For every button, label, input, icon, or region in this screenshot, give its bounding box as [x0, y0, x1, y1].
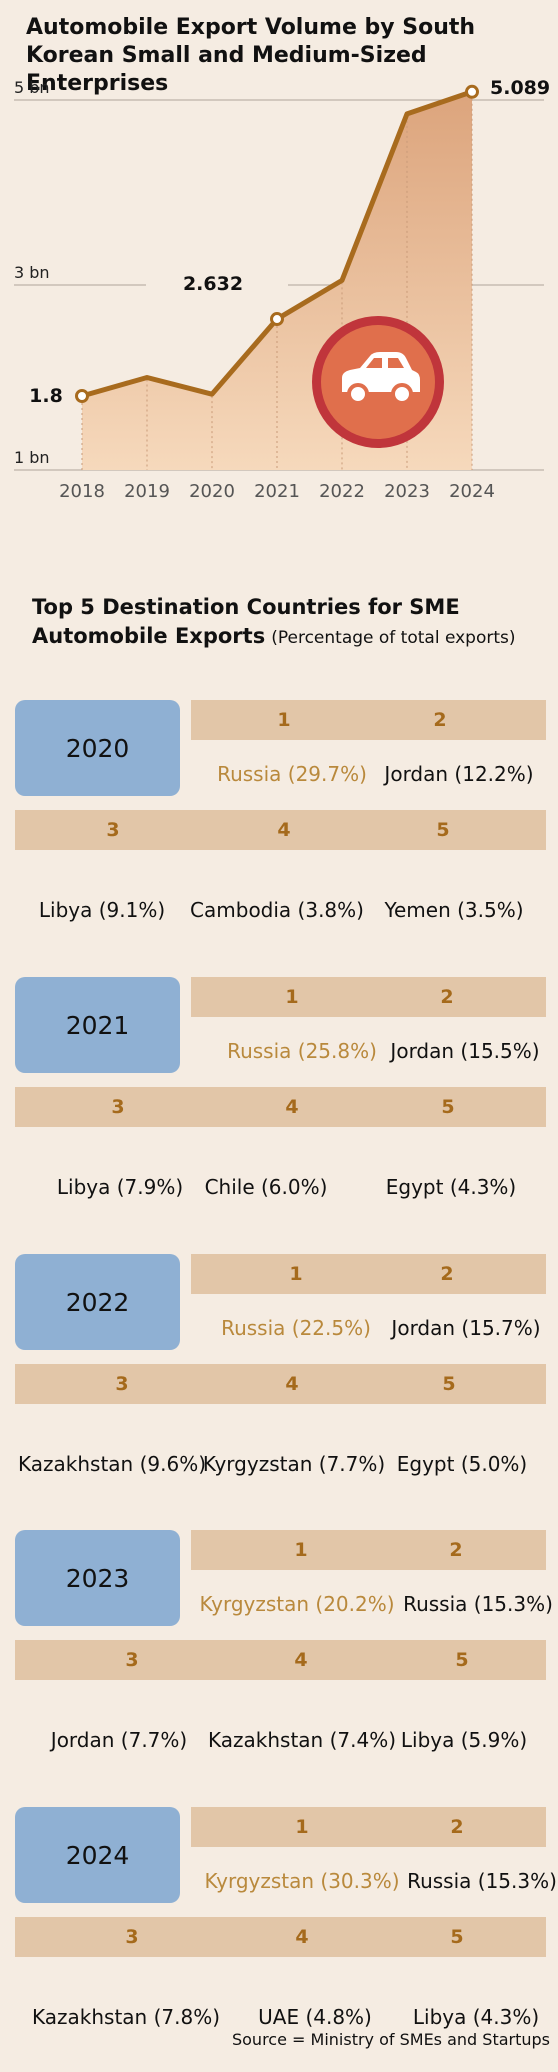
rank-number: 2: [433, 709, 447, 731]
data-point: [465, 84, 479, 99]
ranking-subtitle: (Percentage of total exports): [271, 628, 516, 648]
source-note: Source = Ministry of SMEs and Startups: [231, 2030, 550, 2049]
destination-country: Kyrgyzstan (30.3%): [204, 1869, 400, 1893]
destination-country: Libya (9.1%): [38, 898, 166, 922]
rank-number: 1: [294, 1539, 308, 1561]
rank-band-top: [191, 1530, 546, 1570]
destination-country: Jordan (7.7%): [50, 1728, 188, 1752]
rank-number: 5: [455, 1649, 469, 1671]
x-tick-label: 2018: [59, 481, 105, 502]
rank-number: 4: [285, 1096, 299, 1118]
destination-country: Jordan (15.7%): [391, 1316, 541, 1340]
destination-country: Egypt (4.3%): [385, 1175, 517, 1199]
rank-number: 2: [440, 1263, 454, 1285]
chart-title: Automobile Export Volume by South Korean…: [26, 15, 476, 96]
year-label: 2021: [15, 977, 180, 1073]
destination-country: Russia (22.5%): [221, 1316, 371, 1340]
destination-country: Kazakhstan (7.4%): [208, 1728, 396, 1752]
destination-country: Libya (4.3%): [412, 2005, 540, 2029]
rank-number: 3: [125, 1649, 139, 1671]
rank-number: 2: [440, 986, 454, 1008]
data-label: 5.089: [490, 77, 550, 99]
data-point: [270, 312, 284, 327]
rank-band-top: [191, 977, 546, 1017]
year-label: 2023: [15, 1530, 180, 1626]
rank-band-bottom: [15, 1917, 546, 1957]
rank-band-bottom: [15, 1364, 546, 1404]
y-tick-label: 3 bn: [14, 263, 50, 282]
car-window-front: [366, 358, 382, 368]
rank-number: 4: [285, 1373, 299, 1395]
car-wheel-rear: [391, 383, 413, 405]
year-ranking-block: 2021 1 Russia (25.8%) 2 Jordan (15.5%) 3 Libya…: [0, 977, 558, 1242]
destination-country: Russia (29.7%): [217, 762, 367, 786]
x-tick-label: 2022: [319, 481, 365, 502]
data-label: 1.8: [29, 385, 63, 407]
rank-number: 4: [294, 1649, 308, 1671]
rank-band-bottom: [15, 1087, 546, 1127]
rank-number: 5: [436, 819, 450, 841]
rank-number: 3: [125, 1926, 139, 1948]
y-tick-label: 1 bn: [14, 448, 50, 467]
destination-country: Russia (25.8%): [227, 1039, 377, 1063]
destination-country: Jordan (15.5%): [390, 1039, 540, 1063]
rank-number: 2: [450, 1816, 464, 1838]
car-icon: [312, 316, 444, 448]
destination-country: Libya (5.9%): [400, 1728, 528, 1752]
destination-country: Cambodia (3.8%): [190, 898, 364, 922]
rank-number: 5: [442, 1373, 456, 1395]
year-label: 2024: [15, 1807, 180, 1903]
export-volume-chart: 1 bn 3 bn 5 bn 2018 2019 2020 2021 2022 2023 202…: [14, 77, 550, 502]
destination-country: Russia (15.3%): [407, 1869, 557, 1893]
rank-band-bottom: [15, 1640, 546, 1680]
x-tick-label: 2019: [124, 481, 170, 502]
destination-country: Kyrgyzstan (20.2%): [199, 1592, 395, 1616]
destination-country: Kyrgyzstan (7.7%): [202, 1452, 386, 1476]
year-ranking-block: 2024 1 Kyrgyzstan (30.3%) 2 Russia (15.3%) 3 K…: [0, 1807, 558, 2072]
rank-number: 3: [111, 1096, 125, 1118]
year-ranking-block: 2022 1 Russia (22.5%) 2 Jordan (15.7%) 3 Kazak…: [0, 1254, 558, 1519]
x-tick-label: 2020: [189, 481, 235, 502]
rank-number: 4: [277, 819, 291, 841]
destination-country: Yemen (3.5%): [384, 898, 524, 922]
rank-band-bottom: [15, 810, 546, 850]
destination-country: Jordan (12.2%): [384, 762, 534, 786]
year-label: 2022: [15, 1254, 180, 1350]
year-ranking-block: 2023 1 Kyrgyzstan (20.2%) 2 Russia (15.3%) 3 J…: [0, 1530, 558, 1795]
rank-number: 2: [449, 1539, 463, 1561]
car-wheel-front: [347, 383, 369, 405]
rank-number: 3: [106, 819, 120, 841]
rank-number: 5: [441, 1096, 455, 1118]
rank-band-top: [191, 1807, 546, 1847]
data-point: [75, 389, 89, 403]
rank-number: 1: [277, 709, 291, 731]
year-ranking-block: 2020 1 Russia (29.7%) 2 Jordan (12.2%) 3 Libya…: [0, 700, 558, 965]
rank-number: 1: [285, 986, 299, 1008]
destination-country: Kazakhstan (9.6%): [18, 1452, 206, 1476]
rank-number: 1: [289, 1263, 303, 1285]
x-tick-label: 2021: [254, 481, 300, 502]
destination-country: UAE (4.8%): [258, 2005, 372, 2029]
rank-band-top: [191, 700, 546, 740]
destination-country: Egypt (5.0%): [396, 1452, 528, 1476]
destination-country: Chile (6.0%): [204, 1175, 328, 1199]
ranking-title: Top 5 Destination Countries for SME Auto…: [32, 593, 552, 653]
x-tick-label: 2024: [449, 481, 495, 502]
y-tick-label: 5 bn: [14, 78, 50, 97]
year-label: 2020: [15, 700, 180, 796]
car-body: [342, 352, 420, 392]
rank-number: 1: [295, 1816, 309, 1838]
rank-band-top: [191, 1254, 546, 1294]
rank-number: 4: [295, 1926, 309, 1948]
x-tick-label: 2023: [384, 481, 430, 502]
rank-number: 3: [115, 1373, 129, 1395]
ranking-title-text: Top 5 Destination Countries for SME Auto…: [32, 595, 460, 648]
destination-country: Russia (15.3%): [403, 1592, 553, 1616]
data-label: 2.632: [183, 273, 243, 295]
car-window-rear: [388, 358, 404, 368]
destination-country: Kazakhstan (7.8%): [32, 2005, 220, 2029]
destination-country: Libya (7.9%): [56, 1175, 184, 1199]
rank-number: 5: [450, 1926, 464, 1948]
